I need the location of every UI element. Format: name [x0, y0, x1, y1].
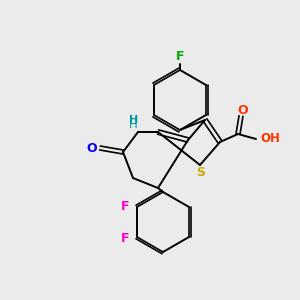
Text: H: H [129, 118, 137, 130]
Text: F: F [121, 200, 129, 212]
Text: F: F [121, 232, 129, 244]
Text: H: H [129, 115, 139, 125]
Text: O: O [238, 103, 248, 116]
Text: OH: OH [260, 133, 280, 146]
Text: S: S [196, 167, 206, 179]
Text: O: O [87, 142, 97, 154]
Text: N: N [137, 131, 139, 133]
Text: F: F [176, 50, 184, 64]
